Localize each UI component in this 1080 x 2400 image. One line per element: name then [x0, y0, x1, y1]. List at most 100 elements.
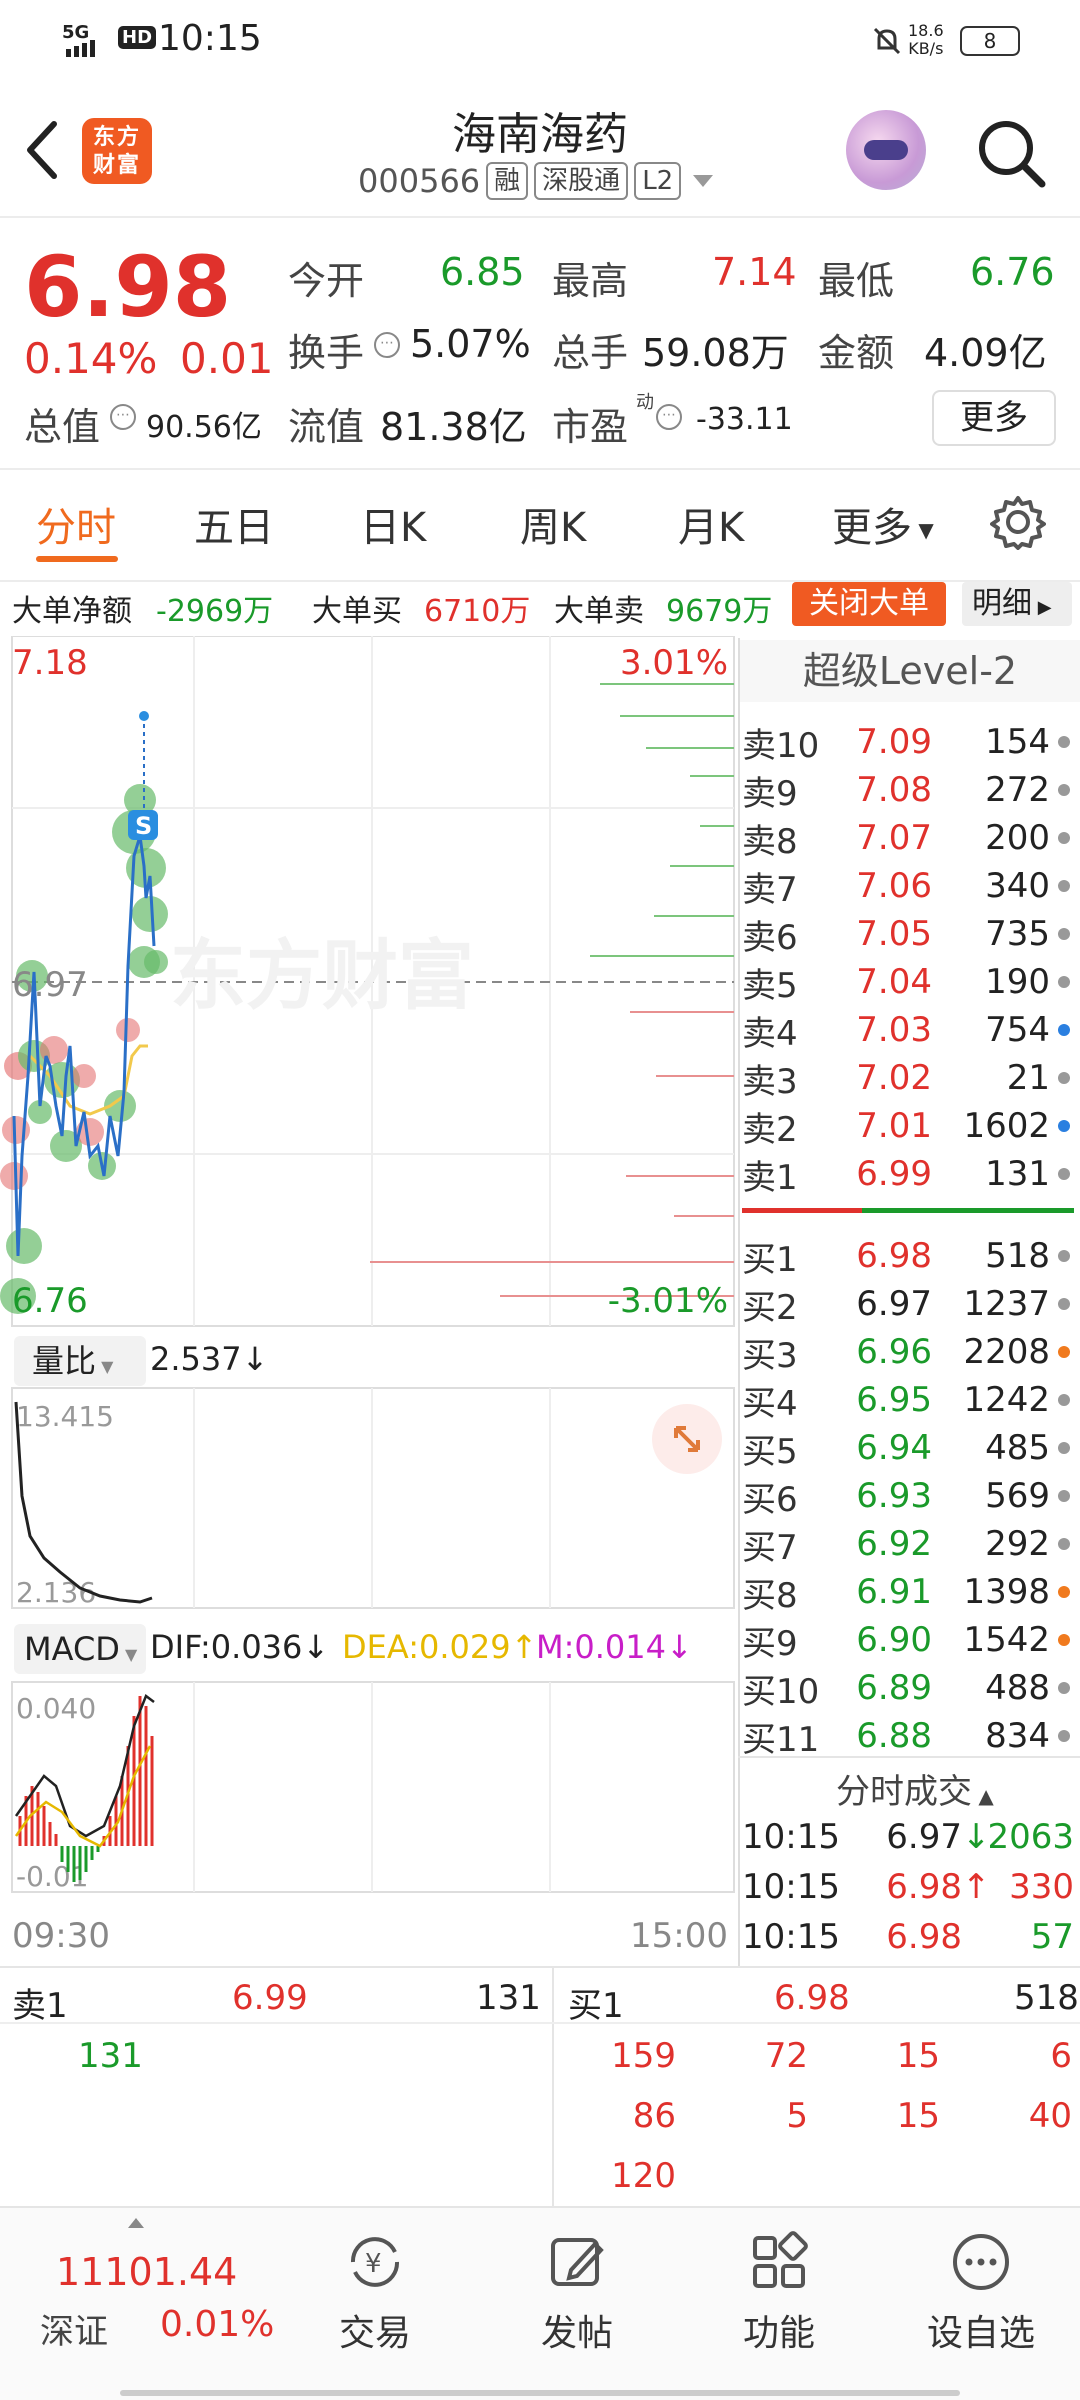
indicator-dot	[1058, 1442, 1070, 1454]
indicator-dot	[1058, 1394, 1070, 1406]
ask-row[interactable]: 卖6 7.05 735	[742, 910, 1072, 958]
tab-indicator	[36, 556, 118, 562]
back-icon[interactable]	[20, 118, 64, 186]
caret-down-icon: ▼	[119, 1645, 138, 1664]
bid-volume: 1237	[963, 1284, 1050, 1324]
nav-functions[interactable]: 功能	[704, 2230, 854, 2356]
queue-buy-order: 15	[896, 2036, 940, 2076]
robot-avatar[interactable]	[846, 110, 926, 190]
ask-volume: 754	[985, 1010, 1050, 1050]
ask-row[interactable]: 卖4 7.03 754	[742, 1006, 1072, 1054]
indicator-dot	[1058, 1298, 1070, 1310]
trade-arrow: ↑	[962, 1867, 991, 1907]
bid-volume: 1542	[963, 1620, 1050, 1660]
stock-name: 海南海药	[452, 109, 628, 160]
bid-price: 6.93	[856, 1476, 932, 1516]
ask-row[interactable]: 卖7 7.06 340	[742, 862, 1072, 910]
bid-label: 买5	[742, 1431, 798, 1472]
ask-volume: 21	[1006, 1058, 1050, 1098]
tab-daily-k[interactable]: 日K	[360, 505, 427, 551]
dea-line	[14, 1745, 152, 1848]
bid-row[interactable]: 买5 6.94 485	[742, 1424, 1072, 1472]
ask-row[interactable]: 卖2 7.01 1602	[742, 1102, 1072, 1150]
big-order-buy-value: 6710万	[424, 594, 531, 629]
index-value[interactable]: 11101.44	[56, 2250, 238, 2294]
robot-visor	[864, 140, 908, 160]
level2-title[interactable]: 超级Level-2	[740, 640, 1080, 702]
indicator-dot	[1058, 1538, 1070, 1550]
status-bar: 5G HD 10:15 18.6 KB/s 8	[0, 0, 1080, 80]
intraday-chart[interactable]: 东方财富	[0, 636, 740, 1956]
vol-ratio-value: 2.537↓	[150, 1340, 269, 1378]
ask-row[interactable]: 卖9 7.08 272	[742, 766, 1072, 814]
bid-row[interactable]: 买10 6.89 488	[742, 1664, 1072, 1712]
tab-monthly-k[interactable]: 月K	[678, 505, 745, 551]
info-icon[interactable]: ⋯	[110, 404, 136, 430]
caret-up-icon: ▲	[972, 1784, 994, 1808]
tab-more[interactable]: 更多 ▼	[832, 495, 934, 553]
bid-volume: 485	[985, 1428, 1050, 1468]
ask-row[interactable]: 卖10 7.09 154	[742, 718, 1072, 766]
bid-price: 6.89	[856, 1668, 932, 1708]
nav-watchlist-label: 设自选	[926, 2313, 1035, 2354]
vol-ratio-selector[interactable]: 量比 ▼	[14, 1336, 146, 1386]
gesture-bar	[120, 2390, 960, 2396]
price-axis-bottom: 6.76	[12, 1281, 88, 1321]
bid-row[interactable]: 买11 6.88 834	[742, 1712, 1072, 1760]
bid-row[interactable]: 买6 6.93 569	[742, 1472, 1072, 1520]
tag-l2: L2	[634, 162, 682, 200]
nav-post[interactable]: 发帖	[502, 2230, 652, 2356]
trade-arrow: ↓	[962, 1817, 991, 1857]
battery-level: 8	[983, 29, 997, 53]
bid-row[interactable]: 买1 6.98 518	[742, 1232, 1072, 1280]
ask-row[interactable]: 卖1 6.99 131	[742, 1150, 1072, 1198]
ask-row[interactable]: 卖8 7.07 200	[742, 814, 1072, 862]
amount-value: 4.09亿	[924, 331, 1047, 375]
info-icon[interactable]: ⋯	[656, 404, 682, 430]
ask-price: 7.06	[856, 866, 932, 906]
ask-label: 卖7	[742, 869, 798, 910]
bid-row[interactable]: 买8 6.91 1398	[742, 1568, 1072, 1616]
indicator-dot	[1058, 1586, 1070, 1598]
nav-trade[interactable]: ¥ 交易	[300, 2230, 450, 2356]
index-name[interactable]: 深证	[40, 2312, 108, 2352]
macd-selector[interactable]: MACD ▼	[14, 1624, 146, 1674]
search-icon[interactable]	[976, 118, 1048, 194]
queue-buy-label: 买1	[568, 1986, 624, 2026]
turnover-value: 5.07%	[410, 322, 531, 366]
big-order-buy-label: 大单买	[312, 594, 402, 629]
indicator-dot	[1058, 832, 1070, 844]
trades-title[interactable]: 分时成交 ▲	[836, 1764, 994, 1813]
low-label: 最低	[818, 259, 895, 303]
gear-icon[interactable]	[990, 494, 1046, 554]
detail-button[interactable]: 明细 ▶	[962, 582, 1072, 626]
more-button[interactable]: 更多	[932, 390, 1056, 446]
bid-row[interactable]: 买2 6.97 1237	[742, 1280, 1072, 1328]
trade-price: 6.98	[886, 1917, 962, 1957]
bid-row[interactable]: 买7 6.92 292	[742, 1520, 1072, 1568]
bid-row[interactable]: 买4 6.95 1242	[742, 1376, 1072, 1424]
spread-bar	[742, 1208, 1074, 1213]
tab-intraday[interactable]: 分时	[36, 505, 116, 551]
expand-icon[interactable]	[652, 1404, 722, 1474]
bid-row[interactable]: 买9 6.90 1542	[742, 1616, 1072, 1664]
bid-row[interactable]: 买3 6.96 2208	[742, 1328, 1072, 1376]
nav-watchlist[interactable]: 设自选	[906, 2230, 1056, 2356]
ask-row[interactable]: 卖3 7.02 21	[742, 1054, 1072, 1102]
change-percent: 0.14%	[24, 334, 158, 383]
brand-logo[interactable]: 东方财富	[82, 118, 152, 184]
tab-weekly-k[interactable]: 周K	[520, 505, 587, 551]
ask-row[interactable]: 卖5 7.04 190	[742, 958, 1072, 1006]
trade-bubbles	[0, 784, 168, 1314]
stock-code-row[interactable]: 000566 融 深股通 L2	[358, 162, 714, 200]
ask-price: 7.02	[856, 1058, 932, 1098]
avg-price-line	[28, 1044, 148, 1116]
tab-five-day[interactable]: 五日	[194, 505, 274, 551]
bid-volume: 1242	[963, 1380, 1050, 1420]
close-big-order-button[interactable]: 关闭大单	[792, 582, 946, 626]
big-order-net-value: -2969万	[156, 594, 274, 629]
bid-label: 买1	[742, 1239, 798, 1280]
ask-label: 卖10	[742, 725, 820, 766]
level2-panel	[738, 638, 1080, 1966]
info-icon[interactable]: ⋯	[374, 332, 400, 358]
